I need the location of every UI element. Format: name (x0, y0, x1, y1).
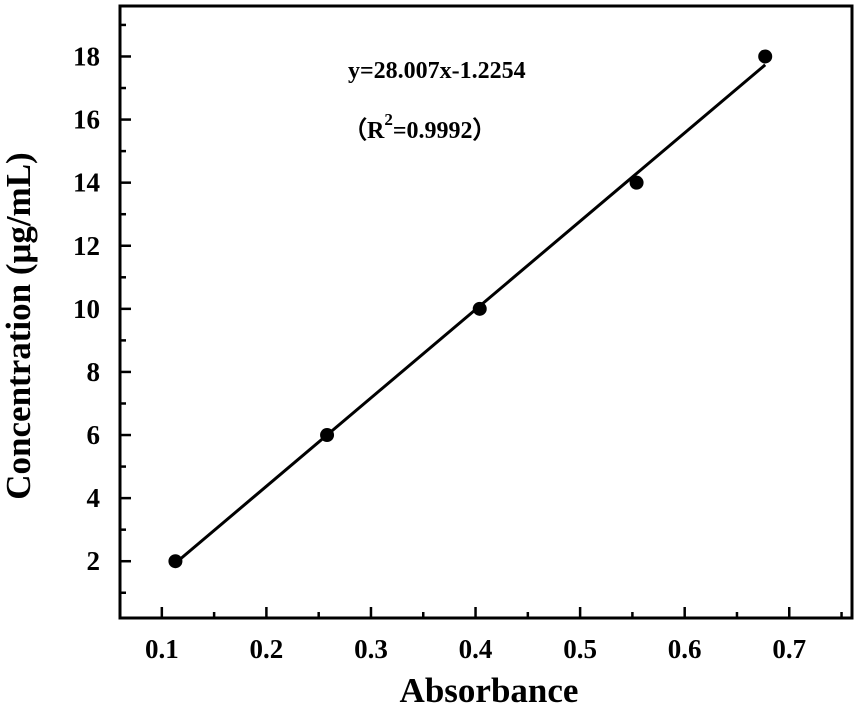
fit-line-layer (174, 63, 767, 565)
y-tick-label: 12 (73, 231, 100, 261)
x-tick-label: 0.5 (563, 634, 597, 664)
data-point (472, 301, 487, 316)
y-tick-label: 8 (87, 357, 101, 387)
x-tick-label: 0.4 (459, 634, 493, 664)
x-axis-title: Absorbance (400, 671, 579, 706)
y-tick-label: 14 (73, 168, 100, 198)
y-axis-title: Concentration (μg/mL) (0, 152, 38, 499)
data-points (168, 49, 773, 569)
data-point (629, 175, 644, 190)
data-point (320, 428, 335, 443)
y-tick-label: 6 (87, 420, 101, 450)
x-tick-label: 0.1 (145, 634, 179, 664)
data-point (758, 49, 773, 64)
r-squared-label: （R2=0.9992） (343, 110, 497, 144)
y-tick-label: 10 (73, 294, 100, 324)
x-tick-label: 0.3 (354, 634, 388, 664)
plot-frame (118, 4, 854, 620)
y-tick-label: 18 (73, 41, 100, 71)
ticks: 0.1 0.2 0.3 0.4 0.5 0.6 0.7 2 4 6 8 10 12 14 16 18 (73, 23, 843, 664)
axes (118, 4, 854, 620)
y-tick-label: 4 (87, 483, 101, 513)
x-tick-label: 0.2 (250, 634, 284, 664)
y-tick-label: 2 (87, 546, 101, 576)
fit-equation: y=28.007x-1.2254 (348, 58, 526, 84)
r-squared-prefix: （R (343, 117, 385, 144)
y-tick-label: 16 (73, 105, 100, 135)
regression-line (174, 63, 767, 565)
r-squared-superscript: 2 (384, 110, 393, 129)
x-tick-label: 0.6 (668, 634, 702, 664)
r-squared-value: =0.9992） (393, 117, 497, 144)
data-point (168, 554, 183, 569)
x-tick-label: 0.7 (772, 634, 806, 664)
